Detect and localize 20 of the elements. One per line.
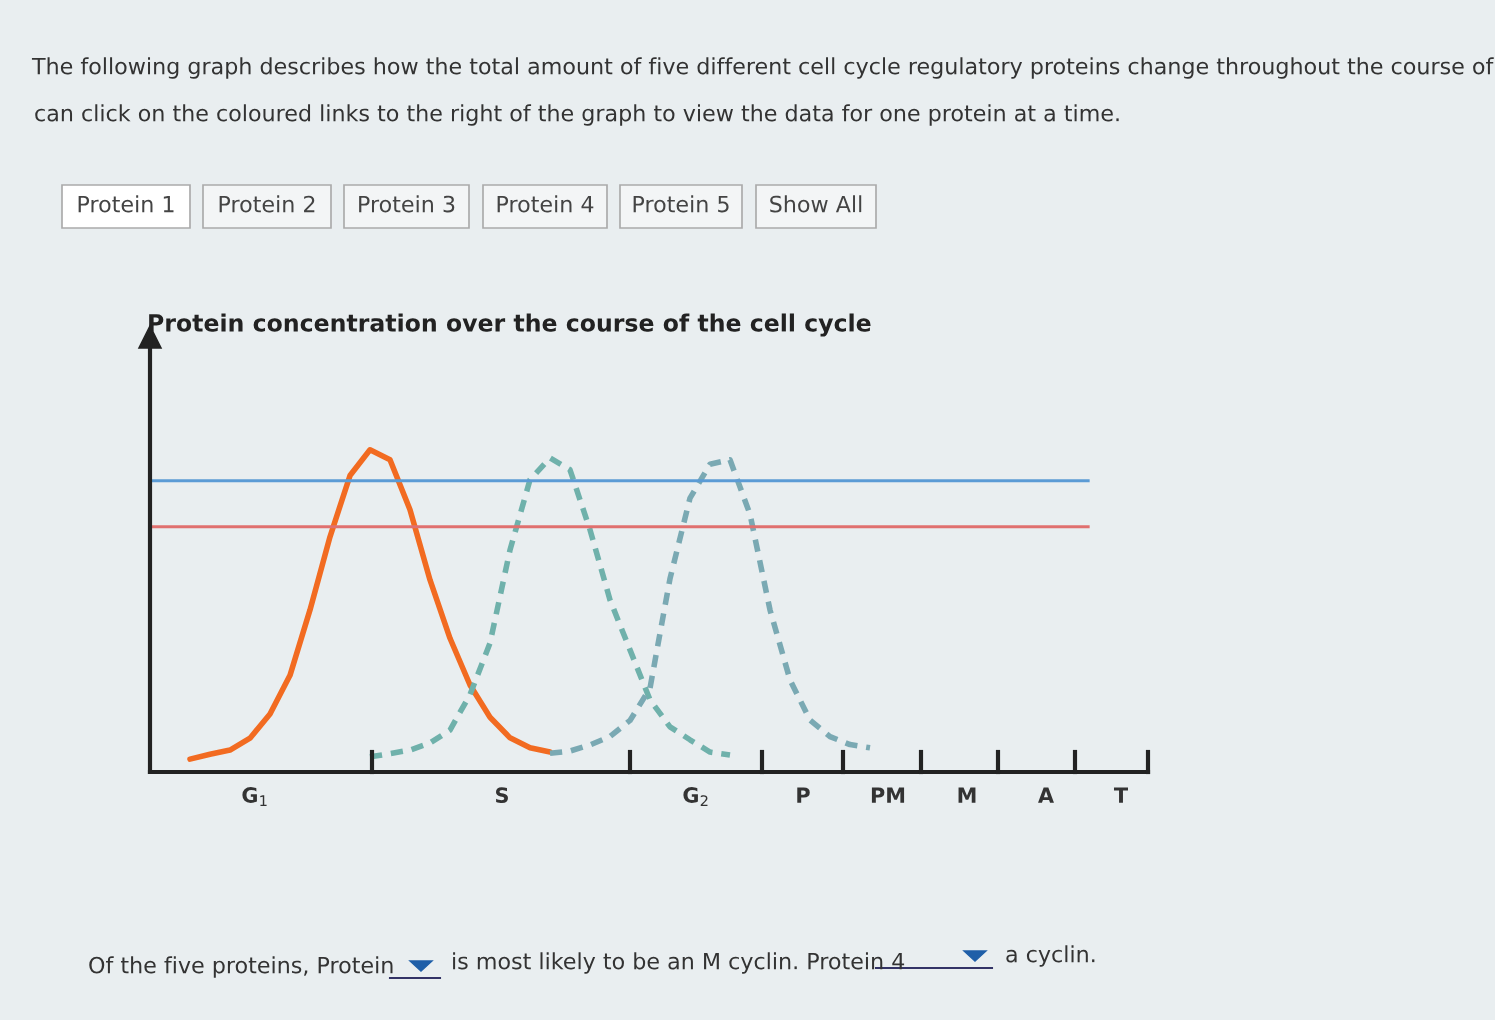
text: P [797,787,810,803]
text: a cyclin. [1006,945,1095,967]
text: G$_{2}$ [683,787,708,806]
text: The following graph describes how the total amount of five different cell cycle regulatory proteins change throughout the course of [31,57,1494,79]
text: Protein 3 [359,195,455,213]
text: Of the five proteins, Protein [89,956,393,978]
text: PM [871,787,905,803]
text: Protein 4 [497,195,594,213]
text: Protein 5 [633,195,729,213]
text: is most likely to be an M cyclin. Protein 4 [453,952,905,974]
text: S [495,787,508,804]
text: Protein 2 [219,195,315,213]
text: M [958,787,976,803]
text: can click on the coloured links to the right of the graph to view the data for one protein at a time. [35,104,1119,126]
text: A [1038,787,1054,803]
text: Show All [770,195,862,213]
text: Protein 1 [78,195,174,213]
text: T [1113,787,1128,803]
text: G$_{1}$ [242,787,267,806]
chart-title: Protein concentration over the course of the cell cycle [149,313,871,337]
